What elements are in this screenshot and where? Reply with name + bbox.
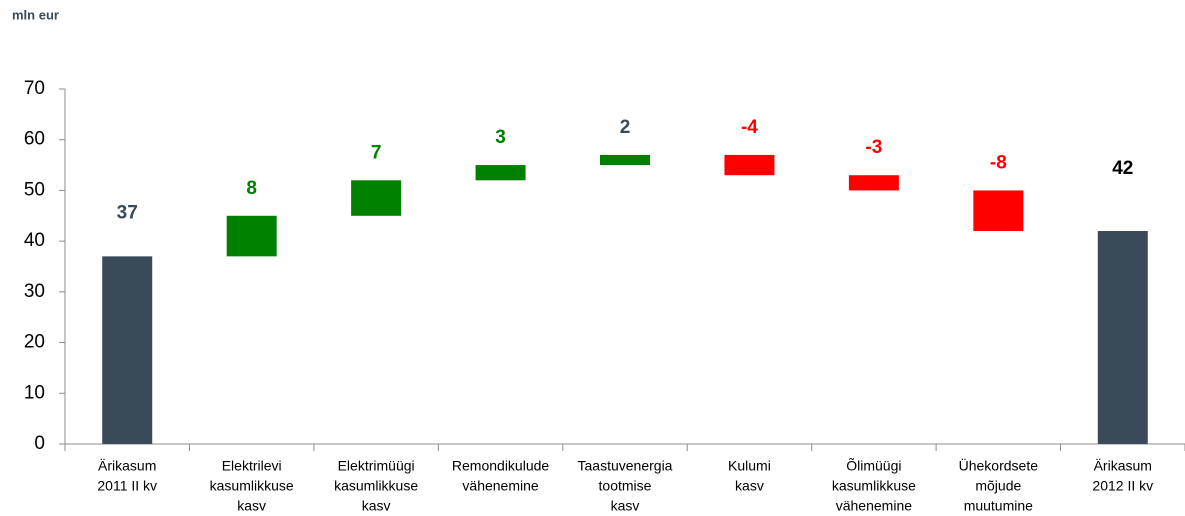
y-tick-label: 60 bbox=[24, 129, 45, 150]
y-tick-label: 40 bbox=[24, 230, 45, 251]
x-tick-label: Õlimüügi bbox=[846, 458, 901, 474]
x-tick-label: Taastuvenergia bbox=[578, 458, 673, 474]
data-label: -8 bbox=[990, 152, 1007, 173]
y-tick-label: 10 bbox=[24, 382, 45, 403]
x-tick-label: muutumine bbox=[964, 498, 1033, 514]
x-tick-label: Ärikasum bbox=[1094, 458, 1152, 474]
x-tick-label: tootmise bbox=[599, 478, 652, 494]
x-tick-label: Remondikulude bbox=[452, 458, 549, 474]
x-tick-label: kasv bbox=[611, 498, 640, 514]
x-tick-label: kasumlikkuse bbox=[334, 478, 418, 494]
data-label: 42 bbox=[1112, 158, 1133, 179]
bar bbox=[600, 154, 650, 166]
bar bbox=[475, 165, 526, 181]
data-label: 2 bbox=[620, 117, 631, 138]
y-tick-label: 20 bbox=[24, 332, 45, 353]
chart-title: mln eur bbox=[12, 7, 59, 22]
x-tick-label: kasumlikkuse bbox=[210, 478, 294, 494]
x-tick-label: kasv bbox=[735, 478, 764, 494]
data-label: -4 bbox=[741, 117, 758, 138]
data-label: 8 bbox=[246, 178, 257, 199]
y-tick-label: 70 bbox=[24, 78, 45, 99]
data-label: 7 bbox=[371, 142, 382, 163]
x-tick-label: Kulumi bbox=[728, 458, 771, 474]
y-tick-label: 0 bbox=[34, 433, 45, 454]
y-tick-label: 30 bbox=[24, 281, 45, 302]
x-tick-label: 2011 II kv bbox=[97, 478, 157, 494]
data-label: 37 bbox=[117, 202, 138, 223]
bar bbox=[973, 190, 1024, 231]
x-tick-label: Elektrilevi bbox=[222, 458, 282, 474]
x-tick-label: mõjude bbox=[975, 478, 1021, 494]
bar bbox=[226, 215, 277, 257]
x-tick-label: kasv bbox=[237, 498, 266, 514]
bar bbox=[102, 256, 153, 444]
x-tick-label: Elektrimüügi bbox=[338, 458, 415, 474]
bar bbox=[724, 154, 775, 176]
x-tick-label: Ärikasum bbox=[98, 458, 156, 474]
data-label: 3 bbox=[495, 127, 506, 148]
x-tick-label: Ühekordsete bbox=[959, 457, 1039, 474]
x-tick-label: vähenemine bbox=[836, 498, 912, 514]
x-tick-label: kasv bbox=[362, 498, 391, 514]
bar bbox=[351, 180, 402, 216]
bar bbox=[848, 175, 899, 191]
y-tick-label: 50 bbox=[24, 179, 45, 200]
x-tick-label: kasumlikkuse bbox=[832, 478, 916, 494]
x-tick-label: 2012 II kv bbox=[1092, 478, 1153, 494]
x-tick-label: vähenemine bbox=[462, 478, 538, 494]
bar bbox=[1097, 231, 1148, 444]
data-label: -3 bbox=[865, 137, 882, 158]
